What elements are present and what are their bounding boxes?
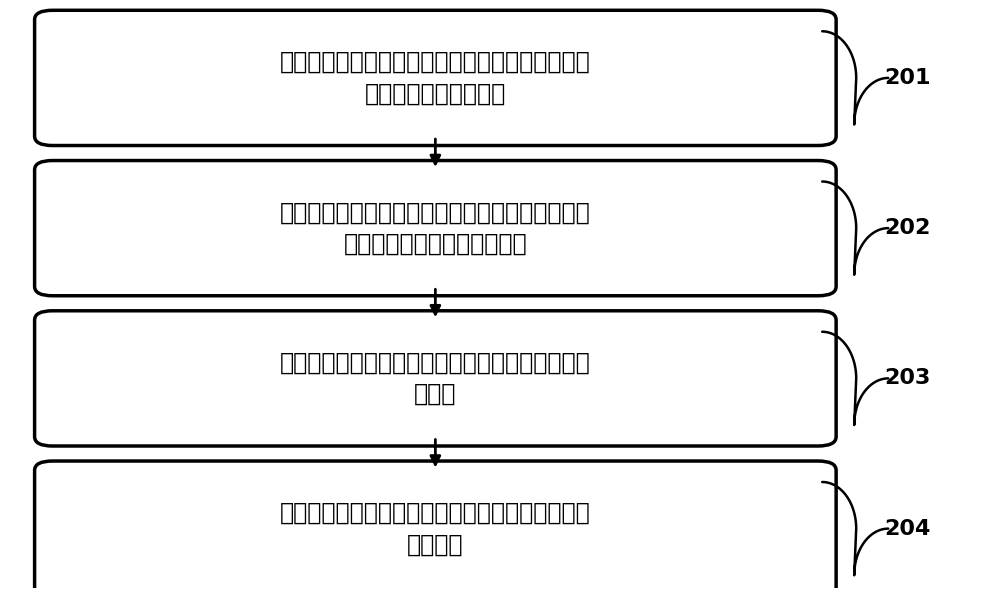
FancyBboxPatch shape bbox=[35, 461, 836, 591]
Text: 201: 201 bbox=[884, 68, 931, 88]
Text: ，得到第一胃黏膜图像: ，得到第一胃黏膜图像 bbox=[365, 82, 506, 106]
Text: 202: 202 bbox=[885, 218, 931, 238]
Text: 对第二胃黏膜图像进行血管分割，得到第一血管分: 对第二胃黏膜图像进行血管分割，得到第一血管分 bbox=[280, 350, 591, 375]
Text: 获取预先获取胃黏膜染色放大后的原图像的暗通道: 获取预先获取胃黏膜染色放大后的原图像的暗通道 bbox=[280, 50, 591, 74]
Text: 204: 204 bbox=[885, 519, 931, 538]
Text: 203: 203 bbox=[885, 368, 931, 388]
Text: 分割图像: 分割图像 bbox=[407, 532, 464, 556]
FancyBboxPatch shape bbox=[35, 161, 836, 296]
FancyBboxPatch shape bbox=[35, 311, 836, 446]
Text: 强处理，得到第二胃黏膜图像: 强处理，得到第二胃黏膜图像 bbox=[344, 232, 527, 256]
Text: 割图像: 割图像 bbox=[414, 382, 457, 406]
Text: 基于第一胃黏膜图像对原图像进行第一图像质量增: 基于第一胃黏膜图像对原图像进行第一图像质量增 bbox=[280, 200, 591, 225]
Text: 对第一血管分割图像进行修复处理，得到目标血管: 对第一血管分割图像进行修复处理，得到目标血管 bbox=[280, 501, 591, 525]
FancyBboxPatch shape bbox=[35, 10, 836, 145]
